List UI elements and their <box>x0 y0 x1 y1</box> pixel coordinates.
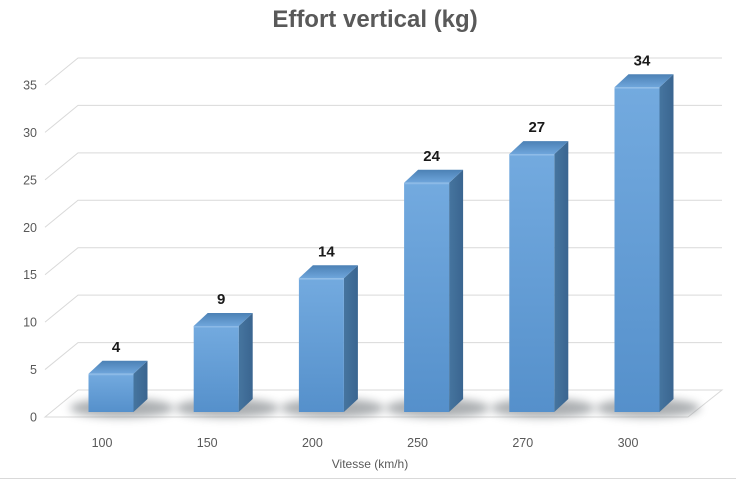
gridline <box>44 199 722 228</box>
x-axis-tick-label: 100 <box>92 436 113 450</box>
x-axis-tick-label: 300 <box>618 436 639 450</box>
x-axis-tick-label: 250 <box>407 436 428 450</box>
bar-side-face <box>659 74 674 413</box>
gridline <box>44 152 722 181</box>
y-axis-tick-label: 15 <box>23 268 37 282</box>
y-axis-tick-label: 20 <box>23 221 37 235</box>
y-axis-tick-label: 0 <box>30 411 37 425</box>
bar-column-300[interactable] <box>596 74 700 418</box>
gridline <box>44 104 722 133</box>
bar-side-face <box>554 141 569 412</box>
x-axis-tick-label: 150 <box>197 436 218 450</box>
bar-front-face <box>614 87 660 413</box>
bar-column-100[interactable] <box>70 360 174 418</box>
bar-front-face <box>193 326 239 412</box>
x-axis-tick-label: 270 <box>512 436 533 450</box>
bar-side-face <box>449 169 464 412</box>
bar-data-label: 24 <box>423 148 440 165</box>
y-axis-tick-label: 30 <box>23 126 37 140</box>
gridline <box>44 57 722 86</box>
gridline <box>44 247 722 276</box>
bar-side-face <box>343 265 358 412</box>
bar-front-face <box>298 278 344 412</box>
bar-side-face <box>133 360 148 412</box>
bar-data-label: 4 <box>112 339 121 356</box>
x-axis-title: Vitesse (km/h) <box>332 457 408 471</box>
bar-top-face <box>298 265 358 279</box>
bar-column-250[interactable] <box>385 169 490 418</box>
bar-top-face <box>193 313 253 327</box>
y-axis-tick-label: 10 <box>23 316 37 330</box>
bar-side-face <box>238 313 253 412</box>
bar-top-face <box>88 360 148 374</box>
x-axis-tick-label: 200 <box>302 436 323 450</box>
y-axis-tick-label: 35 <box>23 78 37 92</box>
bar-column-200[interactable] <box>280 265 385 418</box>
bar-top-face <box>509 141 569 155</box>
chart-title: Effort vertical (kg) <box>272 6 478 33</box>
bar-top-face <box>614 74 674 88</box>
gridline <box>44 294 722 323</box>
y-axis-tick-label: 25 <box>23 173 37 187</box>
bar-data-label: 9 <box>217 291 225 308</box>
bar-data-label: 14 <box>318 243 335 260</box>
bar-top-face <box>404 169 464 183</box>
bar-column-270[interactable] <box>490 141 595 418</box>
bar-data-label: 27 <box>528 119 545 136</box>
bar-front-face <box>404 182 450 412</box>
bar-data-label: 34 <box>634 52 651 69</box>
y-axis-tick-label: 5 <box>30 363 37 377</box>
gridline <box>44 342 722 370</box>
bar-front-face <box>88 373 134 412</box>
bar-column-150[interactable] <box>175 313 280 418</box>
bar-front-face <box>509 154 555 412</box>
